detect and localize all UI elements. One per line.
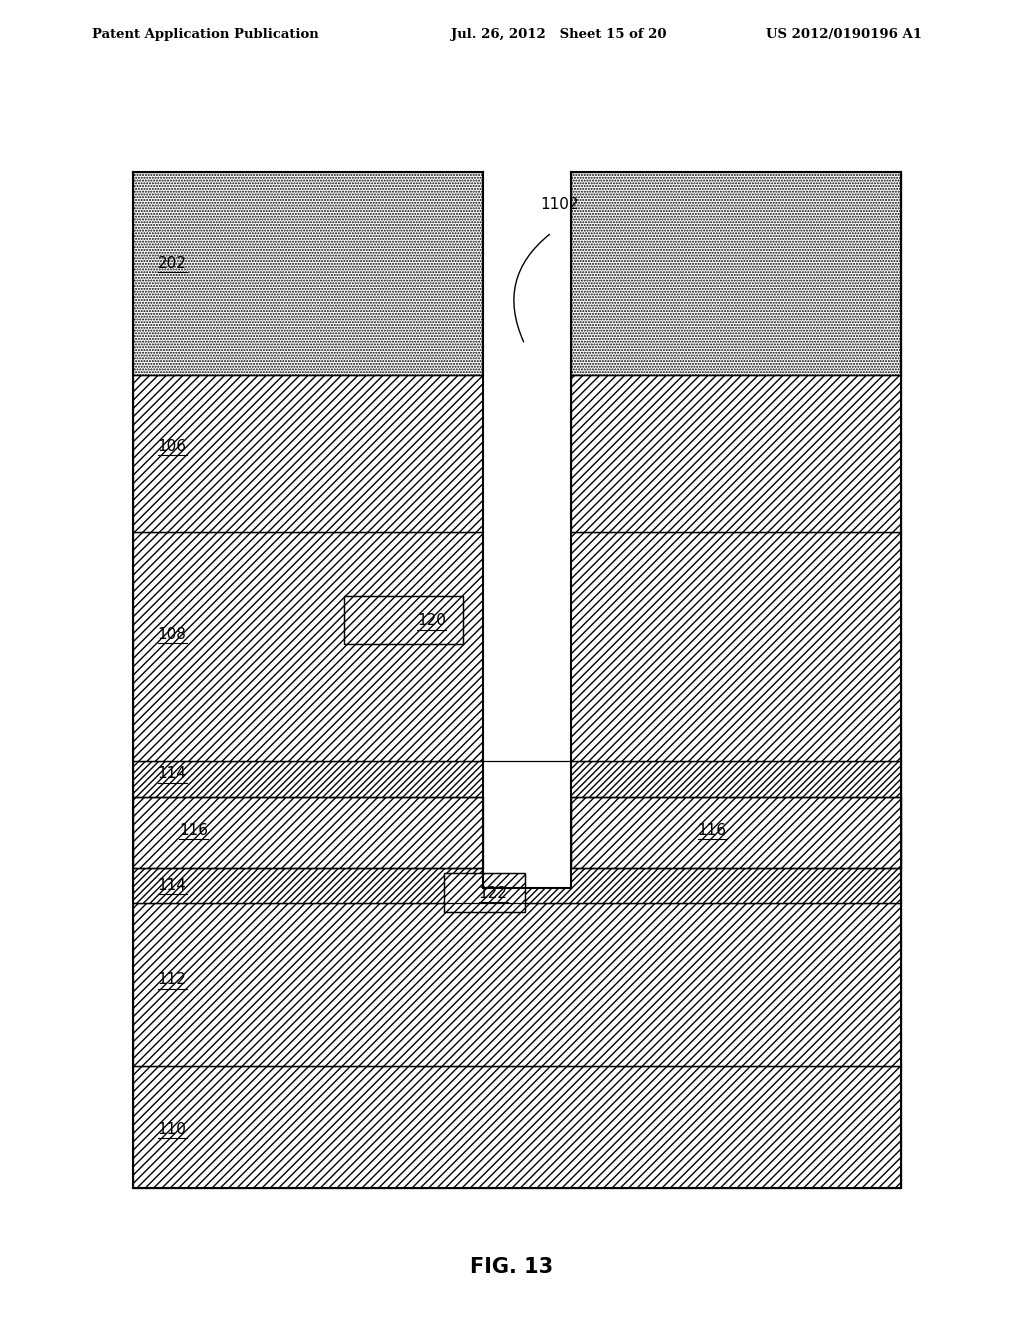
Text: US 2012/0190196 A1: US 2012/0190196 A1	[766, 28, 922, 41]
Text: 114: 114	[158, 878, 186, 892]
Bar	[133, 1067, 901, 1188]
Bar	[133, 375, 482, 532]
Text: 110: 110	[158, 1122, 186, 1137]
Bar	[571, 797, 901, 867]
Text: 116: 116	[697, 822, 727, 838]
Bar	[444, 873, 524, 912]
Bar	[133, 797, 482, 867]
Text: 122: 122	[479, 886, 508, 900]
Text: 112: 112	[158, 972, 186, 987]
Bar	[133, 867, 901, 903]
Text: 116: 116	[179, 822, 208, 838]
Text: FIG. 13: FIG. 13	[470, 1257, 554, 1278]
Bar	[482, 172, 571, 888]
Bar	[133, 532, 901, 762]
Text: Patent Application Publication: Patent Application Publication	[92, 28, 318, 41]
Text: Jul. 26, 2012   Sheet 15 of 20: Jul. 26, 2012 Sheet 15 of 20	[451, 28, 666, 41]
Bar	[571, 172, 901, 375]
Bar	[344, 597, 463, 644]
Bar	[133, 762, 901, 797]
Text: 106: 106	[158, 438, 186, 454]
Bar	[571, 375, 901, 532]
Bar	[133, 903, 901, 1067]
Text: 114: 114	[158, 766, 186, 781]
Text: 202: 202	[158, 256, 186, 271]
Text: 1102: 1102	[541, 197, 579, 213]
Bar	[444, 873, 524, 912]
Bar	[571, 797, 901, 867]
Text: 120: 120	[418, 614, 446, 628]
Bar	[133, 172, 482, 375]
Text: 108: 108	[158, 627, 186, 642]
Bar	[133, 797, 482, 867]
Bar	[344, 597, 463, 644]
